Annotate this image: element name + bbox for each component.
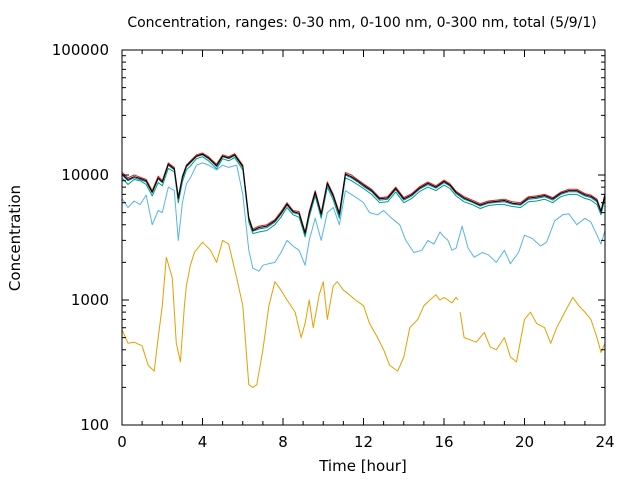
x-tick-label: 0 — [117, 433, 127, 451]
x-tick-label: 4 — [198, 433, 208, 451]
x-tick-label: 24 — [595, 433, 614, 451]
x-axis-label: Time [hour] — [318, 457, 407, 475]
x-tick-label: 8 — [278, 433, 288, 451]
series-line-7 — [121, 153, 606, 234]
y-axis-label: Concentration — [6, 185, 24, 291]
series-line-5 — [121, 152, 606, 233]
series-line-6 — [121, 154, 606, 235]
plot-frame — [121, 49, 606, 426]
x-axis: 0 4 8 12 16 20 24 — [117, 50, 615, 451]
series-line-2 — [459, 296, 606, 363]
y-tick-label: 10000 — [61, 166, 109, 184]
series-line-4 — [121, 156, 606, 238]
series-line-1 — [121, 239, 459, 388]
x-tick-label: 20 — [515, 433, 534, 451]
x-tick-label: 16 — [434, 433, 453, 451]
chart-title: Concentration, ranges: 0-30 nm, 0-100 nm… — [127, 15, 596, 31]
y-tick-label: 100 — [80, 416, 109, 434]
y-tick-label: 1000 — [71, 291, 109, 309]
y-tick-label: 100000 — [52, 41, 109, 59]
series-line-3 — [121, 162, 606, 272]
y-axis: 100 1000 10000 100000 — [52, 41, 605, 434]
x-tick-label: 12 — [354, 433, 373, 451]
series-layer — [121, 152, 606, 388]
